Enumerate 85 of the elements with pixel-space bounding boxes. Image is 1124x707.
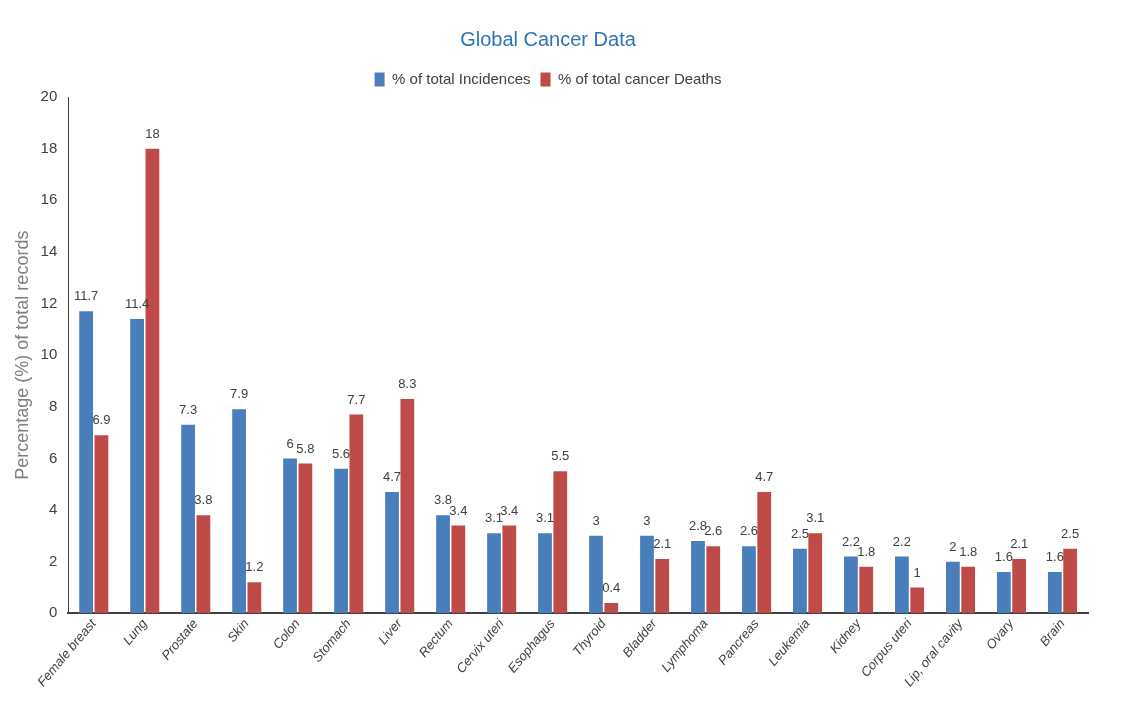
data-label: 4.7 (755, 469, 774, 485)
chart-title: Global Cancer Data (460, 27, 637, 50)
data-label: 1.2 (245, 559, 264, 575)
bar (400, 399, 415, 614)
bar (640, 535, 654, 614)
bar (334, 468, 348, 614)
y-tick-label: 4 (48, 500, 58, 518)
legend-label: % of total Incidences (392, 69, 531, 87)
data-label: 7.9 (230, 386, 249, 402)
data-label: 8.3 (398, 376, 417, 392)
bar (589, 535, 603, 614)
bar (181, 424, 195, 614)
bar (298, 463, 313, 614)
x-tick-label: Skin (224, 615, 252, 645)
bar (706, 546, 721, 614)
data-label: 6 (286, 435, 294, 451)
bar (742, 546, 756, 614)
bar (859, 566, 874, 614)
bar (996, 572, 1011, 614)
data-label: 2.5 (790, 525, 809, 541)
data-label: 1.8 (959, 543, 978, 559)
y-tick-label: 8 (48, 396, 58, 414)
bar (436, 515, 450, 614)
bar (487, 533, 501, 614)
bar (451, 525, 466, 614)
data-label: 2.1 (1010, 536, 1029, 552)
bar (844, 556, 858, 614)
bar (247, 582, 262, 614)
data-label: 3.8 (194, 492, 213, 508)
bar (757, 491, 772, 614)
y-tick-label: 6 (48, 448, 58, 466)
bar (79, 311, 94, 614)
y-tick-label: 2 (48, 551, 58, 569)
bar (895, 556, 909, 614)
bar (538, 533, 552, 614)
y-tick-label: 0 (48, 603, 58, 621)
y-tick-label: 18 (40, 138, 58, 156)
bar (604, 603, 619, 614)
data-label: 5.5 (551, 448, 570, 464)
y-axis-title: Percentage (%) of total records (11, 230, 32, 480)
data-label: 3 (592, 512, 600, 528)
bar (961, 566, 976, 614)
bar (553, 471, 568, 614)
data-label: 3 (643, 512, 651, 528)
data-label: 1.8 (857, 543, 876, 559)
data-label: 1.6 (994, 549, 1013, 565)
data-label: 2.2 (841, 533, 860, 549)
data-label: 5.8 (296, 440, 315, 456)
data-label: 7.3 (179, 401, 198, 417)
bar (385, 491, 399, 614)
bar (691, 541, 705, 614)
data-label: 2.1 (653, 536, 672, 552)
data-label: 3.4 (500, 502, 519, 518)
y-tick-label: 10 (40, 345, 58, 363)
y-tick-label: 12 (40, 293, 58, 311)
data-label: 7.7 (347, 391, 366, 407)
bar (910, 587, 925, 614)
bar (946, 561, 960, 614)
y-tick-label: 20 (40, 87, 58, 105)
bar (283, 458, 297, 614)
y-tick-label: 16 (40, 190, 58, 208)
y-tick-label: 14 (40, 242, 58, 260)
data-label: 2.2 (892, 533, 911, 549)
data-label: 4.7 (383, 469, 402, 485)
data-label: 2 (949, 538, 957, 554)
bar (232, 409, 246, 614)
data-label: 1 (913, 564, 921, 580)
bar (1012, 559, 1027, 614)
data-label: 3.1 (806, 510, 825, 526)
bar (349, 414, 364, 614)
bar (793, 548, 807, 614)
bar (1063, 548, 1078, 614)
bar (808, 533, 823, 614)
bar (196, 515, 211, 614)
bar (94, 435, 109, 614)
data-label: 18 (145, 125, 160, 141)
data-label: 11.7 (73, 288, 99, 304)
data-label: 2.5 (1061, 525, 1080, 541)
data-label: 5.6 (332, 445, 351, 461)
bar (130, 319, 144, 614)
legend-label: % of total cancer Deaths (558, 69, 722, 87)
data-label: 6.9 (92, 412, 111, 428)
bar (655, 559, 670, 614)
bar (1047, 572, 1062, 614)
bar (502, 525, 517, 614)
